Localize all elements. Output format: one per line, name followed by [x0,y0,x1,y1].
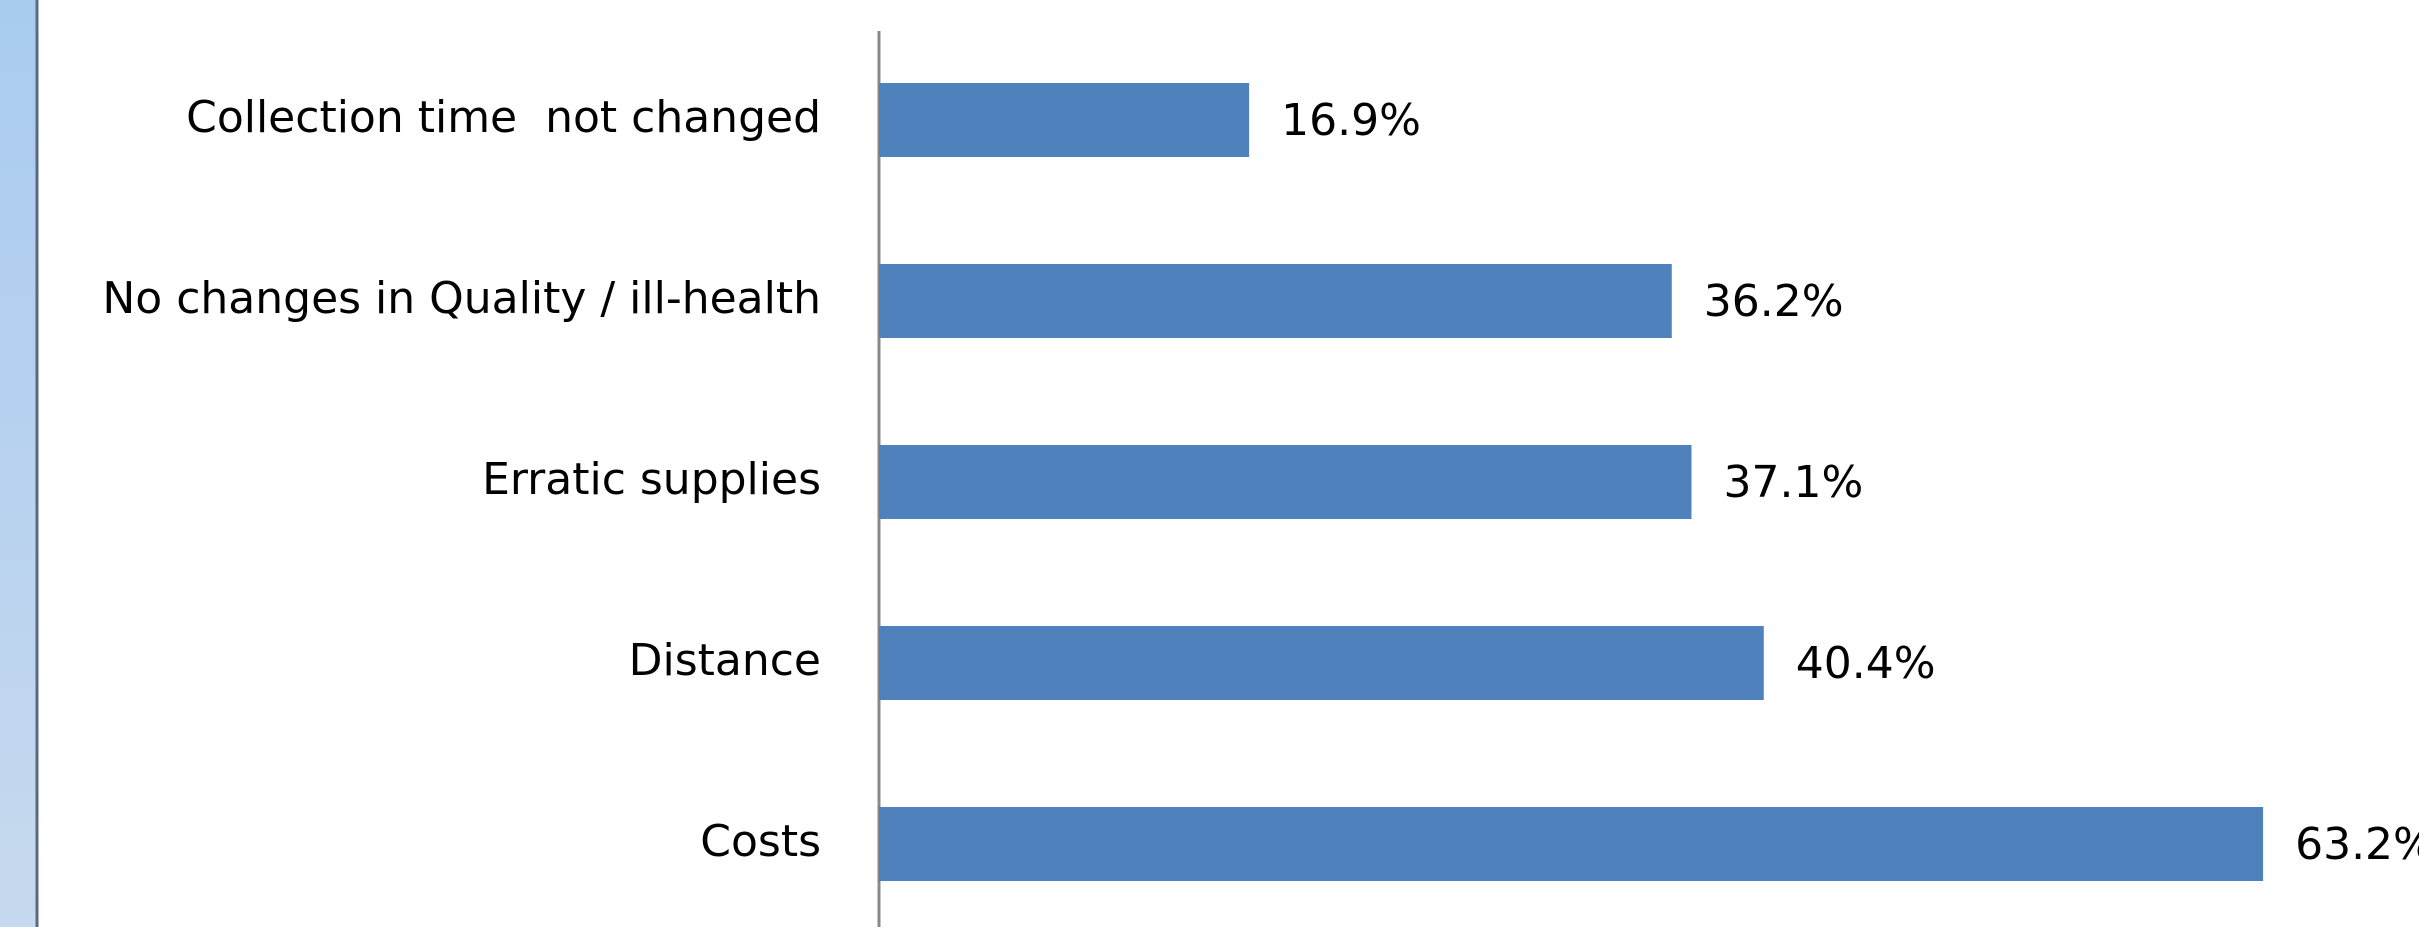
data-label: 40.4% [1796,638,1936,689]
category-label: No changes in Quality / ill-health [102,273,821,324]
bar [879,445,1692,519]
bar [879,626,1764,700]
data-label: 36.2% [1704,276,1844,327]
bar [879,807,2264,881]
data-label: 16.9% [1281,95,1421,146]
category-label: Erratic supplies [482,454,821,505]
bar [879,264,1672,338]
side-decoration [0,0,36,927]
bar [879,83,1250,157]
category-label: Distance [629,635,821,686]
data-label: 37.1% [1723,457,1863,508]
category-label: Costs [700,816,821,867]
category-label: Collection time not changed [186,92,821,143]
data-label: 63.2% [2295,819,2419,870]
